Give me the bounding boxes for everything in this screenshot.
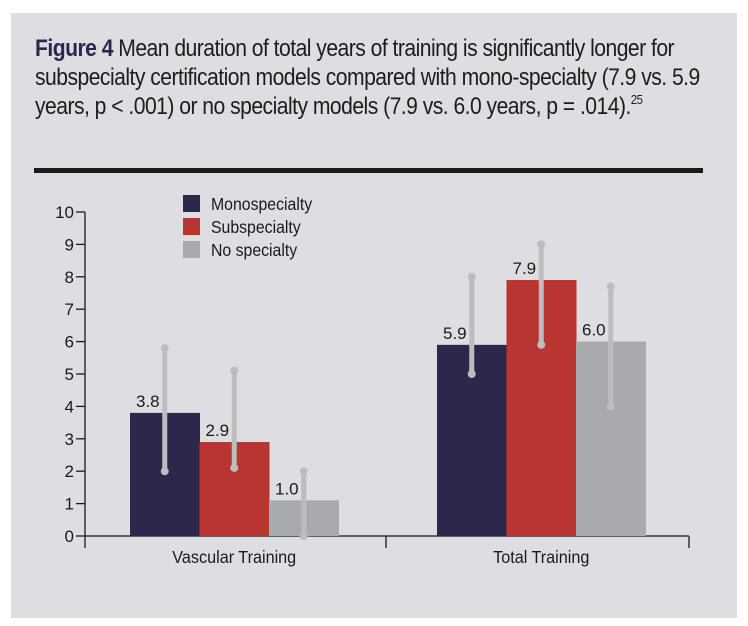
y-tick-label: 6 [65,333,74,352]
x-category-label: Total Training [493,547,589,567]
figure-caption: Figure 4 Mean duration of total years of… [35,34,713,121]
data-label: 5.9 [443,324,467,343]
y-tick-label: 8 [65,268,74,287]
error-bar-cap [230,366,239,375]
y-tick-label: 7 [65,300,74,319]
legend: Monospecialty Subspecialty No specialty [183,194,313,260]
error-bar-cap [467,272,476,281]
reference-superscript: 25 [630,92,643,107]
caption-divider [34,168,703,173]
legend-label: Monospecialty [211,194,313,214]
error-bar-cap [467,370,476,378]
error-bar-cap [160,344,169,353]
error-bar-cap [299,532,308,540]
error-bar-cap [606,402,615,411]
legend-label: No specialty [211,240,298,260]
data-label: 7.9 [513,259,537,278]
data-labels: 3.8 5.9 2.9 7.9 1.0 6.0 [136,259,606,498]
data-label: 2.9 [206,421,230,440]
y-tick-label: 5 [65,365,74,384]
y-tick-label: 1 [65,495,74,514]
y-tick-label: 4 [65,397,74,416]
error-bar-cap [299,467,308,476]
legend-swatch-monospecialty [183,195,200,212]
error-bar-cap [537,340,546,349]
legend-swatch-subspecialty [183,218,200,235]
error-bar-cap [606,282,615,291]
caption-text: Mean duration of total years of training… [35,35,700,120]
legend-label: Subspecialty [211,217,301,237]
y-tick-label: 10 [55,203,74,222]
data-label: 6.0 [582,321,606,340]
legend-swatch-no-specialty [183,241,200,258]
y-tick-label: 0 [65,527,74,546]
data-label: 3.8 [136,392,160,411]
bars [130,280,646,536]
error-bar-cap [537,240,546,249]
error-bars [160,240,615,540]
error-bar-cap [230,463,239,472]
x-category-label: Vascular Training [172,547,296,567]
x-axis: Vascular Training Total Training [85,535,690,567]
y-tick-label: 2 [65,462,74,481]
y-axis: 0 1 2 3 4 5 6 7 8 9 10 [55,203,86,548]
error-bar-cap [160,467,169,476]
y-tick-label: 9 [65,235,74,254]
figure-label: Figure 4 [35,35,113,62]
y-tick-label: 3 [65,430,74,449]
data-label: 1.0 [275,479,299,498]
